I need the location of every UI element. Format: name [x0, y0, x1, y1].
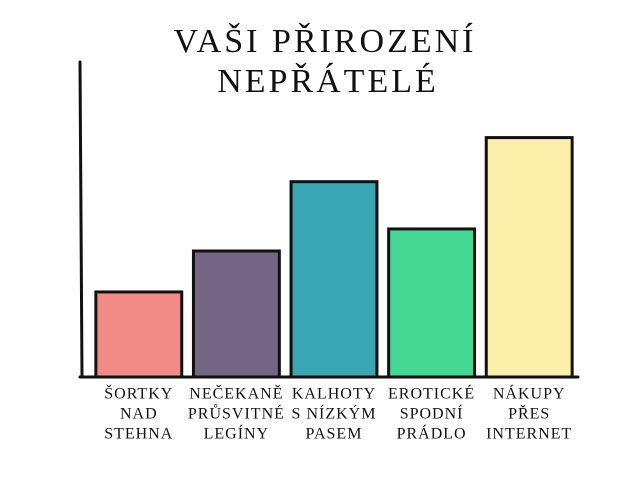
- x-tick-label: S NÍZKÝM: [292, 404, 377, 423]
- x-tick-label: NÁKUPY: [493, 384, 566, 403]
- bar: [484, 136, 574, 379]
- chart-title: VAŠI PŘIROZENÍ: [173, 22, 476, 60]
- x-tick-label: PRŮSVITNÉ: [188, 404, 285, 423]
- x-tick-label: SPODNÍ: [400, 404, 464, 423]
- bar: [289, 180, 379, 379]
- x-tick-label: STEHNA: [104, 426, 173, 443]
- bar: [94, 290, 184, 379]
- x-tick-label: ŠORTKY: [104, 384, 173, 403]
- x-tick-label: KALHOTY: [292, 386, 376, 403]
- x-tick-label: NAD: [120, 406, 158, 423]
- x-tick-label: NEČEKANĚ: [189, 384, 283, 403]
- x-tick-label: INTERNET: [486, 426, 572, 443]
- bar: [191, 249, 281, 379]
- x-tick-label: EROTICKÉ: [388, 384, 475, 403]
- x-tick-label: LEGÍNY: [204, 424, 270, 443]
- x-tick-label: PŘES: [508, 404, 550, 423]
- x-tick-label: PRÁDLO: [397, 424, 467, 443]
- chart-title: NEPŘÁTELÉ: [217, 63, 439, 100]
- y-axis: [78, 60, 84, 379]
- bar: [387, 227, 477, 379]
- x-tick-label: PASEM: [306, 426, 363, 443]
